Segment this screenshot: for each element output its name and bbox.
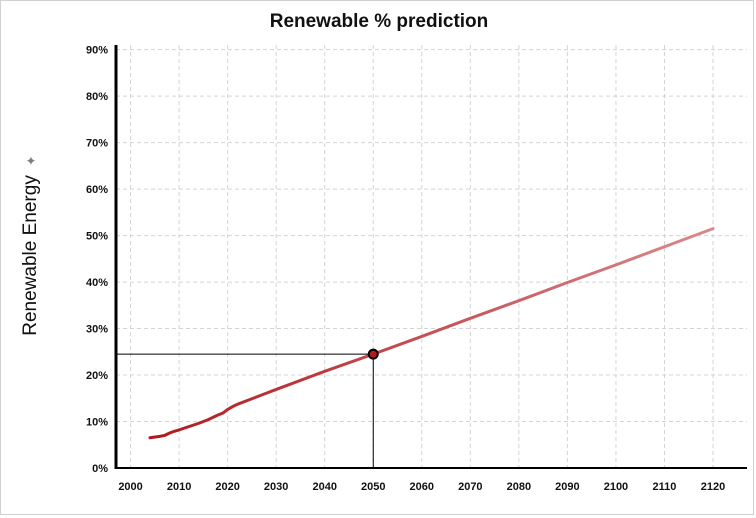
y-tick-label: 0% xyxy=(92,463,108,475)
x-tick-label: 2110 xyxy=(653,481,677,493)
x-tick-label: 2120 xyxy=(701,481,725,493)
x-tick-label: 2060 xyxy=(410,481,434,493)
y-tick-label: 30% xyxy=(86,324,108,336)
crosshair xyxy=(116,348,379,468)
x-tick-label: 2090 xyxy=(555,481,579,493)
highlight-point-marker[interactable] xyxy=(367,348,379,360)
x-tick-label: 2070 xyxy=(458,481,482,493)
y-tick-label: 80% xyxy=(86,91,108,103)
y-tick-label: 20% xyxy=(86,370,108,382)
series-layer xyxy=(148,227,715,440)
x-tick-label: 2080 xyxy=(507,481,531,493)
x-tick-label: 2010 xyxy=(167,481,191,493)
grid-lines xyxy=(116,45,747,468)
y-tick-label: 60% xyxy=(86,184,108,196)
x-tick-label: 2050 xyxy=(361,481,385,493)
series-line[interactable] xyxy=(148,227,715,440)
x-tick-label: 2040 xyxy=(312,481,336,493)
y-tick-label: 70% xyxy=(86,138,108,150)
chart-title: Renewable % prediction xyxy=(269,11,489,32)
y-tick-label: 50% xyxy=(86,231,108,243)
x-tick-label: 2000 xyxy=(118,481,142,493)
y-tick-label: 90% xyxy=(86,45,108,57)
y-tick-label: 40% xyxy=(86,277,108,289)
x-tick-label: 2030 xyxy=(264,481,288,493)
y-tick-label: 10% xyxy=(86,417,108,429)
x-tick-label: 2020 xyxy=(215,481,239,493)
x-tick-label: 2100 xyxy=(604,481,628,493)
x-tick-labels: 2000 2010 2020 2030 2040 2050 2060 2070 2080 2090… xyxy=(118,481,725,493)
y-tick-labels: 0% 10% 20% 30% 40% 50% 60% 70% 80% 90% xyxy=(86,45,108,475)
axes xyxy=(114,45,747,469)
